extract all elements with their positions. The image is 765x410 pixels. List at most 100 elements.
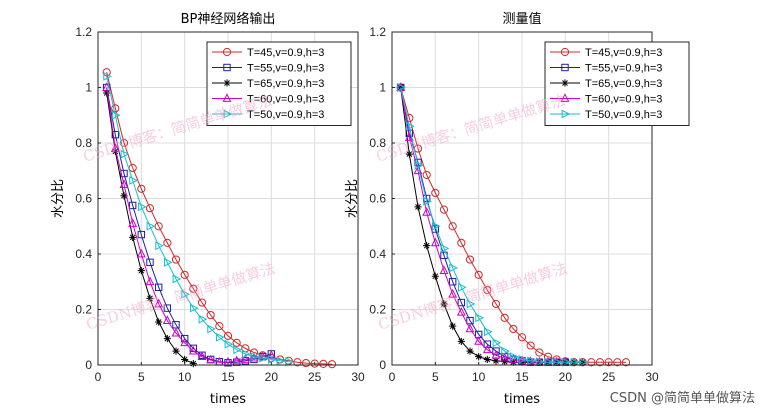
data-point (604, 358, 613, 367)
data-point (146, 294, 154, 302)
data-point (129, 176, 138, 185)
data-point (501, 358, 509, 366)
data-point (188, 345, 198, 355)
data-point (120, 149, 130, 159)
y-tick-label: 0.8 (75, 136, 92, 150)
data-point (448, 288, 458, 298)
data-point (518, 355, 528, 364)
data-point (491, 299, 501, 309)
data-point (111, 104, 120, 113)
data-point (223, 331, 233, 340)
data-point (570, 357, 580, 367)
data-point (259, 353, 268, 363)
data-point (405, 150, 413, 158)
data-point (440, 300, 448, 308)
series-line (106, 87, 272, 363)
data-point (181, 355, 189, 364)
legend-item: T=50,v=0.9,h=3 (550, 109, 662, 121)
data-point (526, 341, 535, 350)
data-point (137, 267, 145, 275)
legend-label: T=45,v=0.9,h=3 (585, 47, 662, 59)
legend-marker (222, 47, 232, 57)
data-point (482, 344, 492, 354)
data-point (293, 358, 302, 367)
legend-marker (560, 93, 570, 102)
data-point (240, 354, 250, 363)
data-point (508, 354, 518, 363)
data-point (310, 359, 319, 368)
data-point (128, 218, 138, 227)
data-point (413, 165, 423, 175)
data-point (128, 201, 137, 210)
x-tick-label: 25 (308, 370, 322, 384)
data-point (501, 346, 510, 356)
series-3 (102, 82, 276, 366)
series-line (400, 87, 626, 363)
x-tick-label: 25 (602, 370, 616, 384)
data-point (154, 283, 163, 292)
legend: T=45,v=0.9,h=3 T=55,v=0.9,h=3 T=65,v=0.9,h… (206, 41, 352, 126)
legend-marker (561, 79, 569, 87)
legend-label: T=50,v=0.9,h=3 (247, 109, 324, 121)
data-point (162, 315, 172, 324)
data-point (224, 339, 234, 349)
data-point (172, 347, 180, 355)
data-point (180, 270, 189, 279)
legend-item: T=60,v=0.9,h=3 (212, 93, 324, 106)
series-line (106, 87, 272, 364)
series-4 (397, 83, 588, 367)
right-chart-measured: 0 5 10 15 20 25 30 0 0.2 0.4 0.6 0.8 1 1.2 测量值 times 水分比… (345, 11, 690, 407)
data-point (465, 323, 475, 333)
x-tick-label: 5 (432, 370, 439, 384)
data-point (595, 358, 605, 367)
y-tick-label: 0 (379, 358, 386, 372)
data-point (189, 360, 197, 368)
data-point (518, 358, 526, 366)
data-point (145, 276, 155, 286)
data-point (475, 353, 483, 361)
legend-marker (223, 109, 233, 119)
data-point (120, 192, 128, 200)
data-point (423, 196, 432, 206)
legend: T=45,v=0.9,h=3 T=55,v=0.9,h=3 T=65,v=0.9,h… (544, 41, 690, 126)
data-point (474, 270, 483, 279)
data-point (215, 332, 225, 342)
x-tick-label: 20 (559, 370, 573, 384)
y-tick-label: 0.8 (369, 136, 386, 150)
data-point (621, 358, 631, 367)
data-point (110, 143, 120, 152)
data-point (579, 357, 588, 367)
x-tick-label: 15 (515, 370, 529, 384)
x-tick-label: 0 (95, 370, 102, 384)
x-tick-label: 30 (351, 370, 365, 384)
data-point (102, 82, 112, 91)
series-2 (103, 89, 197, 368)
data-point (492, 357, 500, 365)
data-point (102, 68, 111, 77)
data-point (171, 255, 181, 264)
data-point (404, 132, 414, 141)
data-point (466, 299, 476, 309)
y-tick-label: 0 (85, 358, 92, 372)
x-tick-label: 15 (221, 370, 235, 384)
data-point (189, 284, 198, 293)
legend-label: T=60,v=0.9,h=3 (585, 94, 662, 106)
legend-label: T=65,v=0.9,h=3 (247, 78, 324, 90)
data-point (492, 338, 502, 348)
data-point (483, 340, 492, 348)
series-line (400, 87, 566, 363)
chart-title: BP神经网络输出 (181, 11, 276, 27)
data-point (250, 352, 260, 362)
legend-item: T=50,v=0.9,h=3 (212, 109, 324, 121)
x-tick-label: 20 (265, 370, 279, 384)
legend-item: T=45,v=0.9,h=3 (550, 47, 662, 59)
data-point (111, 110, 121, 120)
data-point (449, 322, 457, 330)
legend-item: T=60,v=0.9,h=3 (550, 93, 662, 106)
data-point (491, 349, 501, 359)
legend-marker (561, 63, 569, 72)
data-point (527, 356, 536, 366)
data-point (232, 355, 242, 365)
data-point (465, 255, 475, 264)
legend-label: T=45,v=0.9,h=3 (247, 47, 324, 59)
